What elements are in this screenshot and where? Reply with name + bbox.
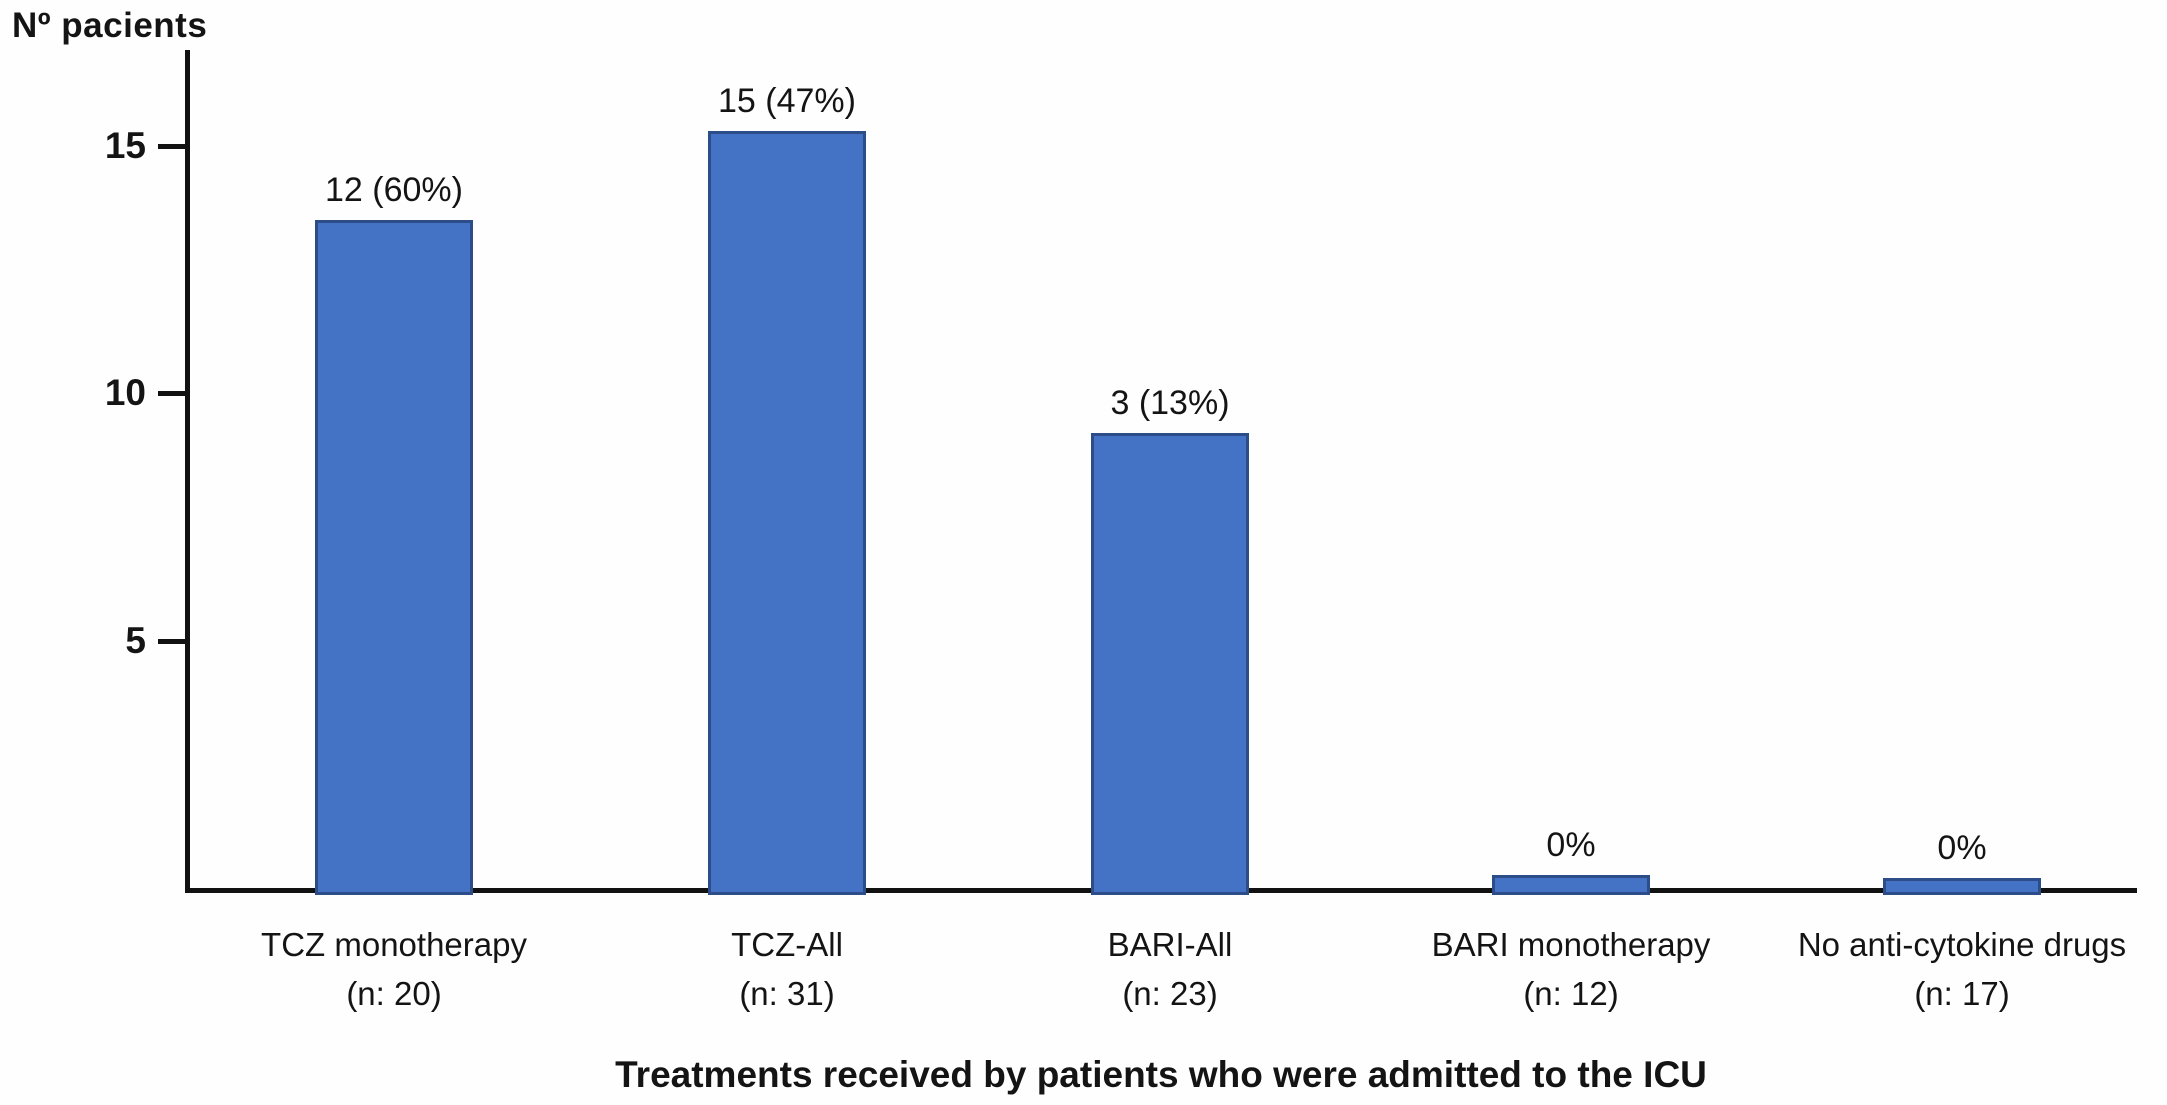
y-tick-label: 15 — [104, 124, 146, 166]
y-tick-mark — [158, 638, 186, 644]
y-tick-label: 5 — [125, 619, 146, 661]
y-axis-title: Nº pacients — [12, 6, 208, 45]
x-category-label: BARI-All (n: 23) — [940, 920, 1400, 1018]
y-tick-mark — [158, 391, 186, 396]
y-tick-label: 10 — [104, 372, 146, 413]
chart-title: Treatments received by patients who were… — [615, 1054, 1707, 1095]
bar-value-label: 0% — [1546, 826, 1596, 864]
bar-3 — [1091, 433, 1249, 895]
category-n: (n: 20) — [346, 975, 442, 1012]
category-n: (n: 17) — [1914, 975, 2010, 1012]
x-category-label: BARI monotherapy (n: 12) — [1341, 920, 1801, 1018]
bar-value-label: 15 (47%) — [718, 82, 856, 120]
y-axis-line — [185, 50, 190, 893]
bar-1 — [315, 220, 473, 895]
bar-4 — [1492, 875, 1650, 895]
bar-5 — [1883, 878, 2041, 895]
x-category-label: TCZ monotherapy (n: 20) — [164, 920, 624, 1018]
bar-value-label: 3 (13%) — [1110, 384, 1230, 422]
bar-value-label: 12 (60%) — [325, 171, 463, 209]
x-category-label: No anti-cytokine drugs (n: 17) — [1732, 920, 2167, 1018]
category-n: (n: 31) — [739, 975, 835, 1012]
category-name: TCZ-All — [731, 926, 843, 963]
x-category-label: TCZ-All (n: 31) — [557, 920, 1017, 1018]
bar-2 — [708, 131, 866, 895]
category-name: TCZ monotherapy — [261, 926, 527, 963]
category-name: BARI monotherapy — [1431, 926, 1711, 963]
bar-value-label: 0% — [1937, 829, 1987, 867]
category-name: No anti-cytokine drugs — [1797, 926, 2127, 963]
category-n: (n: 12) — [1523, 975, 1619, 1012]
category-n: (n: 23) — [1122, 975, 1218, 1012]
category-name: BARI-All — [1107, 926, 1233, 963]
y-tick-mark — [158, 143, 186, 149]
